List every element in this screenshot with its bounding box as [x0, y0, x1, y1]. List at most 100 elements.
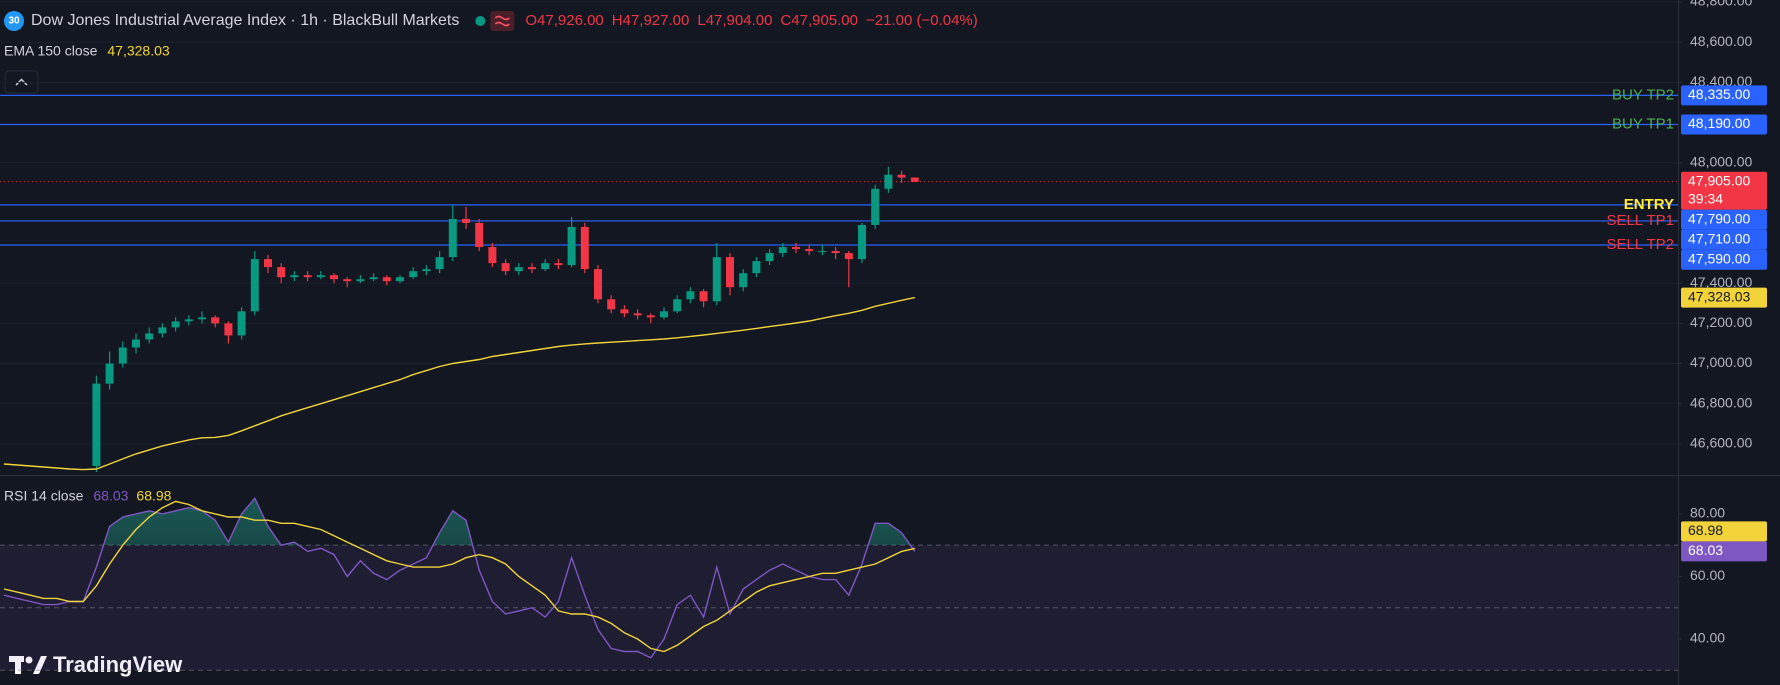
candle-body: [171, 321, 180, 328]
y-tick-label: 48,800.00: [1690, 0, 1752, 9]
candle-body: [884, 174, 893, 189]
candle-body: [330, 275, 338, 280]
candle-body: [567, 226, 576, 266]
candle-body: [132, 339, 140, 348]
candle-body: [541, 263, 550, 270]
candle-body: [488, 247, 497, 264]
candle-body: [316, 275, 325, 278]
candle-body: [818, 251, 827, 253]
axis-value-box: [1681, 209, 1767, 230]
y-tick-label: 47,200.00: [1690, 314, 1752, 330]
candle-body: [620, 309, 629, 314]
candle-body: [475, 222, 484, 248]
candle-body: [752, 261, 761, 274]
level-name: SELL TP1: [1606, 212, 1674, 229]
y-tick-label: 46,800.00: [1690, 394, 1752, 410]
indicator-value: 68.03: [93, 488, 128, 504]
series-line: [3, 500, 915, 653]
axis-value-label: 48,335.00: [1688, 86, 1750, 102]
brand-name: TradingView: [53, 652, 183, 677]
candle-body: [224, 323, 233, 336]
y-tick-label: 47,400.00: [1690, 274, 1752, 290]
axis-value-box: [1681, 287, 1767, 308]
axis-value-box: [1681, 229, 1767, 250]
level-name: BUY TP2: [1612, 86, 1674, 103]
pane-backgrounds: [0, 498, 1678, 671]
candle-body: [462, 218, 470, 223]
feed-icon: [494, 15, 510, 27]
candle-body: [303, 275, 312, 278]
candle-body: [594, 269, 602, 300]
candle-body: [871, 188, 880, 225]
axis-value-box: [1681, 171, 1767, 210]
axis-value-label: 47,905.00: [1688, 172, 1750, 188]
candle-body: [844, 253, 853, 260]
candle-body: [145, 333, 154, 340]
y-tick-label: 48,600.00: [1690, 33, 1752, 49]
logo-part: [15, 656, 21, 674]
logo-part: [25, 656, 33, 664]
collapse-icon: [15, 78, 28, 86]
y-tick-label: 40.00: [1690, 630, 1725, 646]
candle-body: [646, 315, 655, 318]
candle-body: [910, 177, 919, 182]
y-tick-label: 47,000.00: [1690, 354, 1752, 370]
price-change: −21.00 (−0.04%): [866, 12, 978, 29]
ohlc-value: 47,904.00: [706, 12, 773, 29]
candle-body: [198, 317, 206, 320]
grid: [0, 1, 1678, 445]
candle-body: [607, 299, 616, 310]
axis-value-label: 47,590.00: [1688, 250, 1750, 266]
ohlc-label: H: [612, 12, 623, 29]
candle-body: [382, 277, 391, 282]
candle-body: [356, 279, 365, 282]
candle-body: [409, 271, 418, 278]
ohlc-label: C: [780, 12, 791, 29]
marks: [0, 94, 1678, 659]
level-name: ENTRY: [1624, 196, 1674, 213]
candle-body: [831, 251, 840, 254]
symbol-badge-text: 30: [8, 16, 20, 27]
candle-body: [369, 277, 378, 280]
overbought-fill: [4, 498, 915, 546]
axis-value-label: 47,790.00: [1688, 210, 1750, 226]
candle-body: [580, 226, 589, 270]
candle-body: [858, 224, 866, 260]
candle-body: [277, 267, 286, 278]
axis-value-label: 68.03: [1688, 542, 1723, 558]
candle-body: [712, 257, 721, 302]
axis-value-label: 68.98: [1688, 522, 1723, 538]
candle-body: [435, 257, 444, 270]
candle-body: [92, 383, 101, 466]
series-line: [3, 296, 915, 471]
candle-body: [264, 259, 272, 268]
axis-value-box: [1681, 85, 1767, 106]
candle-body: [765, 253, 774, 262]
level-name: SELL TP2: [1606, 236, 1674, 253]
indicator-name: RSI 14 close: [4, 488, 84, 504]
candle-body: [250, 259, 259, 312]
candle-body: [805, 249, 814, 252]
indicator-value: 47,328.03: [107, 43, 169, 59]
candle-body: [501, 263, 510, 272]
candle-body: [396, 277, 404, 282]
market-status: [475, 16, 486, 26]
axis-value-label: 48,190.00: [1688, 115, 1750, 131]
candle-body: [778, 247, 787, 254]
ohlc-value: 47,905.00: [791, 12, 858, 29]
logo-part: [33, 656, 47, 674]
y-tick-label: 80.00: [1690, 505, 1725, 521]
ohlc-value: 47,926.00: [537, 12, 604, 29]
ohlc-value: 47,927.00: [623, 12, 690, 29]
y-tick-label: 48,400.00: [1690, 73, 1752, 89]
candle-body: [673, 299, 682, 312]
y-tick-label: 46,600.00: [1690, 435, 1752, 451]
indicator-value: 68.98: [136, 488, 171, 504]
candle-body: [739, 273, 748, 288]
level-name: BUY TP1: [1612, 115, 1674, 132]
axis-value-box: [1681, 541, 1767, 562]
indicator-name: EMA 150 close: [4, 43, 98, 59]
